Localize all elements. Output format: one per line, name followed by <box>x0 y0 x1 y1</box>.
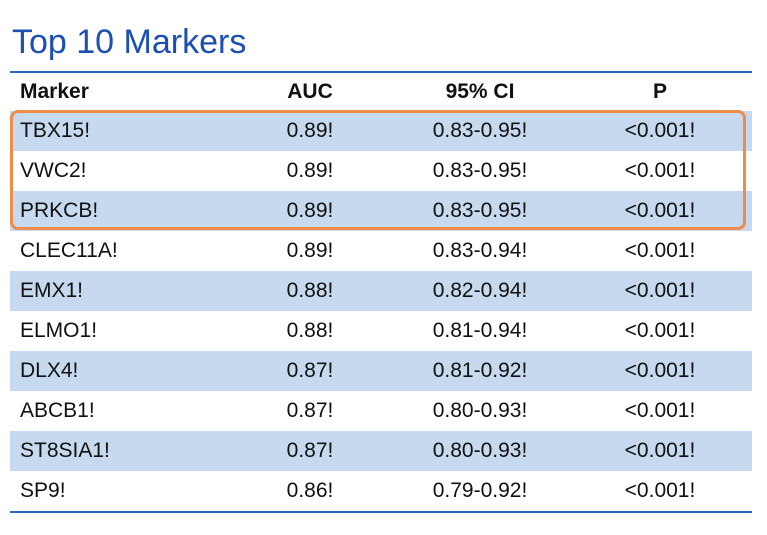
cell-ci: 0.83-0.95! <box>432 119 528 142</box>
cell-ci: 0.83-0.94! <box>432 239 528 262</box>
cell-auc: 0.89! <box>286 119 334 142</box>
cell-p: <0.001! <box>624 319 696 342</box>
header-marker: Marker <box>20 80 89 103</box>
table-row: CLEC11A! 0.89! 0.83-0.94! <0.001! <box>10 231 752 271</box>
header-p: P <box>652 80 667 103</box>
cell-marker: TBX15! <box>20 119 91 142</box>
table-row: EMX1! 0.88! 0.82-0.94! <0.001! <box>10 271 752 311</box>
cell-marker: ELMO1! <box>20 319 98 342</box>
cell-p: <0.001! <box>624 159 696 182</box>
cell-auc: 0.87! <box>286 439 334 462</box>
cell-p: <0.001! <box>624 479 696 502</box>
cell-auc: 0.88! <box>286 319 334 342</box>
header-ci: 95% CI <box>445 80 515 103</box>
table-row: ELMO1! 0.88! 0.81-0.94! <0.001! <box>10 311 752 351</box>
cell-p: <0.001! <box>624 199 696 222</box>
table-row: PRKCB! 0.89! 0.83-0.95! <0.001! <box>10 191 752 231</box>
table-row: ABCB1! 0.87! 0.80-0.93! <0.001! <box>10 391 752 431</box>
cell-ci: 0.81-0.94! <box>432 319 528 342</box>
cell-auc: 0.89! <box>286 159 334 182</box>
cell-p: <0.001! <box>624 239 696 262</box>
cell-marker: ST8SIA1! <box>20 439 110 462</box>
header-auc: AUC <box>287 80 333 103</box>
cell-ci: 0.82-0.94! <box>432 279 528 302</box>
cell-ci: 0.83-0.95! <box>432 199 528 222</box>
cell-p: <0.001! <box>624 399 696 422</box>
cell-marker: CLEC11A! <box>20 239 118 262</box>
cell-ci: 0.83-0.95! <box>432 159 528 182</box>
table-row: TBX15! 0.89! 0.83-0.95! <0.001! <box>10 111 752 151</box>
table-top-rule <box>10 71 752 73</box>
cell-marker: DLX4! <box>20 359 79 382</box>
cell-p: <0.001! <box>624 359 696 382</box>
cell-auc: 0.89! <box>286 199 334 222</box>
table-header-row: Marker AUC 95% CI P <box>10 73 752 111</box>
cell-marker: SP9! <box>20 479 66 502</box>
cell-auc: 0.88! <box>286 279 334 302</box>
table-row: DLX4! 0.87! 0.81-0.92! <0.001! <box>10 351 752 391</box>
cell-marker: VWC2! <box>20 159 87 182</box>
table-row: SP9! 0.86! 0.79-0.92! <0.001! <box>10 471 752 511</box>
cell-p: <0.001! <box>624 279 696 302</box>
cell-auc: 0.87! <box>286 359 334 382</box>
table-bottom-rule <box>10 511 752 513</box>
cell-auc: 0.89! <box>286 239 334 262</box>
cell-ci: 0.80-0.93! <box>432 399 528 422</box>
cell-marker: EMX1! <box>20 279 84 302</box>
page-title: Top 10 Markers <box>12 23 247 61</box>
table-row: ST8SIA1! 0.87! 0.80-0.93! <0.001! <box>10 431 752 471</box>
cell-auc: 0.87! <box>286 399 334 422</box>
table-row: VWC2! 0.89! 0.83-0.95! <0.001! <box>10 151 752 191</box>
cell-marker: ABCB1! <box>20 399 95 422</box>
cell-ci: 0.79-0.92! <box>432 479 528 502</box>
cell-ci: 0.81-0.92! <box>432 359 528 382</box>
cell-p: <0.001! <box>624 439 696 462</box>
cell-p: <0.001! <box>624 119 696 142</box>
cell-auc: 0.86! <box>286 479 334 502</box>
cell-marker: PRKCB! <box>20 199 99 222</box>
cell-ci: 0.80-0.93! <box>432 439 528 462</box>
